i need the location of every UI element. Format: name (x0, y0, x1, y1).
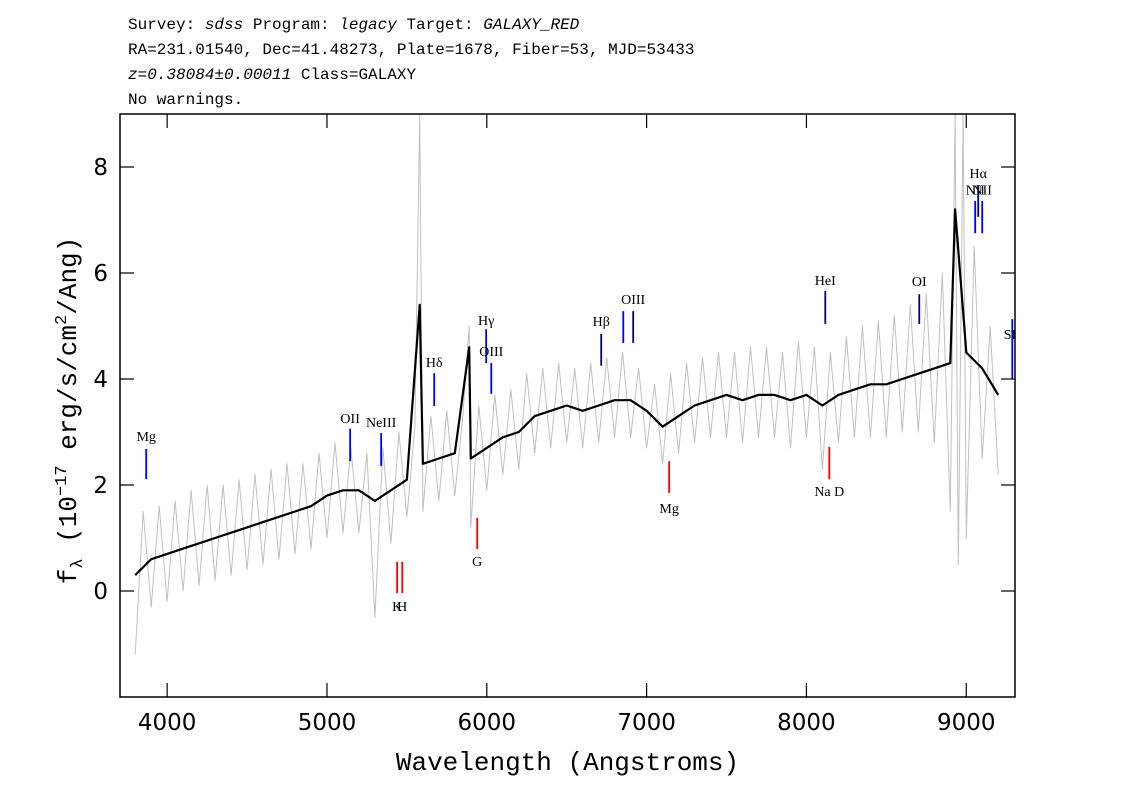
annotation-label: OIII (621, 293, 645, 308)
header-text: RA=231.01540, Dec=41.48273, Plate=1678, … (128, 41, 695, 59)
header-text: z=0.38084±0.00011 (128, 66, 291, 84)
annotation-label: Hγ (478, 314, 494, 329)
annotation-label: H (397, 600, 407, 615)
x-tick-label: 5000 (298, 710, 357, 736)
annotation-label: Hδ (426, 356, 443, 371)
annotation-label: K (392, 600, 402, 615)
spectrum-line (134, 114, 999, 655)
axis-label-part: erg/s/cm (54, 325, 84, 465)
plot-frame (119, 113, 1016, 698)
axis-label-part: f (54, 569, 84, 585)
y-tick-label: 4 (93, 367, 108, 393)
annotation-label: Hβ (593, 315, 610, 330)
annotation-label: NII (965, 183, 985, 198)
header-text: sdss (205, 16, 243, 34)
annotation-label: NeIII (366, 416, 397, 431)
x-tick-label: 8000 (777, 710, 836, 736)
x-tick-label: 9000 (937, 710, 996, 736)
header-line: No warnings. (128, 91, 243, 109)
header-line: Survey: sdss Program: legacy Target: GAL… (128, 16, 580, 34)
y-tick-label: 0 (93, 579, 108, 605)
header-text: legacy (339, 16, 397, 34)
annotation-label: NII (973, 183, 993, 198)
axis-label-part: /Ang) (54, 237, 84, 315)
header-text: Program: (243, 16, 339, 34)
annotation-label: Hα (970, 167, 988, 182)
x-tick-label: 4000 (138, 710, 197, 736)
annotation-label: OIII (479, 345, 503, 360)
annotation-label: OI (912, 275, 927, 290)
annotation-label: Mg (136, 430, 155, 445)
header-text: Survey: (128, 16, 205, 34)
axis-label-part: 2 (53, 315, 72, 325)
x-tick-label: 6000 (458, 710, 517, 736)
y-tick-label: 8 (93, 155, 108, 181)
x-axis-label: Wavelength (Angstroms) (396, 748, 739, 778)
annotation-label: SII (1004, 328, 1021, 343)
annotation-label: Na D (814, 485, 844, 500)
header-text: No warnings. (128, 91, 243, 109)
annotation-label: OII (340, 412, 360, 427)
axis-label-part: −17 (53, 465, 72, 496)
y-tick-label: 6 (93, 261, 108, 287)
header-line: z=0.38084±0.00011 Class=GALAXY (128, 66, 416, 84)
annotation-label: Mg (659, 502, 678, 517)
spectrum-line (134, 208, 1000, 576)
header-line: RA=231.01540, Dec=41.48273, Plate=1678, … (128, 41, 695, 59)
y-tick-label: 2 (93, 473, 108, 499)
axis-label-part: (10 (54, 496, 84, 558)
header-text: GALAXY_RED (483, 16, 579, 34)
header-text: Class=GALAXY (291, 66, 416, 84)
header-text: Target: (397, 16, 483, 34)
y-axis-label: fλ (10−17 erg/s/cm2/Ang) (53, 237, 88, 585)
axis-label-part: λ (69, 558, 88, 568)
annotation-label: G (472, 555, 482, 570)
x-tick-label: 7000 (617, 710, 676, 736)
annotation-label: HeI (815, 274, 836, 289)
